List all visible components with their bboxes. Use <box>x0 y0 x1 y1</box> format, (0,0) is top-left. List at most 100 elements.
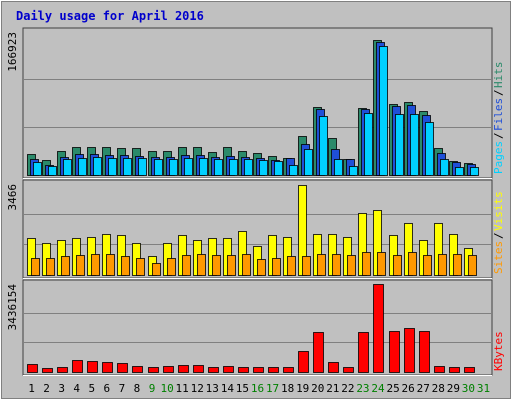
x-tick-label-day-8: 8 <box>134 382 141 395</box>
bar-kbytes-day-12 <box>193 365 204 373</box>
bar-pages-day-29 <box>455 167 464 176</box>
x-tick-label-day-16: 16 <box>251 382 264 395</box>
legend-kbytes: KBytes <box>492 331 505 371</box>
bar-sites-day-22 <box>347 255 356 276</box>
bar-kbytes-day-21 <box>328 362 339 373</box>
legend-visits: Visits <box>492 191 505 231</box>
panel-kbytes: 3436154 KBytes <box>6 279 505 376</box>
x-tick-label-day-24: 24 <box>371 382 385 395</box>
x-tick-label-day-18: 18 <box>281 382 294 395</box>
bar-kbytes-day-7 <box>117 363 128 373</box>
bar-pages-day-16 <box>259 160 268 176</box>
legend-hits: Hits <box>492 62 505 89</box>
bar-kbytes-day-15 <box>238 367 249 373</box>
bar-sites-day-23 <box>362 252 371 276</box>
bar-kbytes-day-4 <box>72 360 83 373</box>
bar-pages-day-7 <box>123 158 132 176</box>
x-tick-label-day-27: 27 <box>417 382 430 395</box>
bar-sites-day-6 <box>106 254 115 276</box>
bar-pages-day-22 <box>349 166 358 176</box>
bar-sites-day-7 <box>121 256 130 276</box>
bar-sites-day-24 <box>377 252 386 276</box>
bar-pages-day-24 <box>379 46 388 176</box>
bar-kbytes-day-28 <box>434 366 445 373</box>
bar-pages-day-15 <box>244 159 253 176</box>
legend-separator: / <box>492 232 505 239</box>
bar-kbytes-day-6 <box>102 362 113 373</box>
bar-kbytes-day-10 <box>163 366 174 373</box>
x-tick-label-day-10: 10 <box>160 382 173 395</box>
bar-sites-day-14 <box>227 255 236 276</box>
bar-pages-day-10 <box>169 159 178 176</box>
legend-separator: / <box>492 89 505 96</box>
x-tick-label-day-17: 17 <box>266 382 279 395</box>
x-tick-label-day-7: 7 <box>119 382 126 395</box>
bar-kbytes-day-20 <box>313 332 324 373</box>
bar-kbytes-day-3 <box>57 367 68 373</box>
bar-kbytes-day-2 <box>42 368 53 373</box>
x-tick-label-day-23: 23 <box>356 382 369 395</box>
x-tick-label-day-30: 30 <box>462 382 475 395</box>
legend-pages: Pages <box>492 141 505 174</box>
bar-pages-day-4 <box>78 158 87 176</box>
legend-separator: / <box>492 132 505 139</box>
bar-pages-day-11 <box>184 158 193 176</box>
y-max-label: 166923 <box>6 32 19 72</box>
bar-pages-day-17 <box>274 161 283 176</box>
legend-files: Files <box>492 98 505 131</box>
bar-sites-day-11 <box>182 255 191 276</box>
bar-sites-day-21 <box>332 254 341 276</box>
bar-pages-day-20 <box>319 116 328 176</box>
bar-pages-day-14 <box>229 159 238 176</box>
bar-pages-day-28 <box>440 159 449 176</box>
bar-sites-day-30 <box>468 255 477 276</box>
bar-sites-day-26 <box>408 252 417 276</box>
y-max-label: 3436154 <box>6 284 19 331</box>
x-tick-label-day-4: 4 <box>73 382 80 395</box>
bar-kbytes-day-11 <box>178 365 189 373</box>
x-tick-label-day-20: 20 <box>311 382 324 395</box>
bar-pages-day-3 <box>63 159 72 176</box>
bar-pages-day-9 <box>154 159 163 176</box>
bar-kbytes-day-9 <box>148 367 159 373</box>
bar-kbytes-day-24 <box>373 284 384 373</box>
bar-sites-day-13 <box>212 255 221 276</box>
bar-pages-day-25 <box>395 114 404 176</box>
x-tick-label-day-19: 19 <box>296 382 309 395</box>
x-tick-label-day-13: 13 <box>206 382 219 395</box>
bar-pages-day-18 <box>289 165 298 176</box>
bar-sites-day-27 <box>423 255 432 276</box>
chart-title: Daily usage for April 2016 <box>16 9 204 23</box>
x-tick-label-day-9: 9 <box>149 382 156 395</box>
bar-sites-day-16 <box>257 259 266 276</box>
x-tick-label-day-25: 25 <box>386 382 399 395</box>
bar-sites-day-29 <box>453 254 462 276</box>
bar-sites-day-1 <box>31 258 40 276</box>
x-tick-label-day-1: 1 <box>28 382 35 395</box>
bar-kbytes-day-30 <box>464 367 475 373</box>
bar-pages-day-27 <box>425 122 434 176</box>
bar-sites-day-8 <box>136 258 145 276</box>
x-tick-label-day-31: 31 <box>477 382 490 395</box>
x-tick-label-day-14: 14 <box>221 382 235 395</box>
legend-sites: Sites <box>492 241 505 274</box>
bar-kbytes-day-27 <box>419 331 430 373</box>
bar-pages-day-21 <box>334 159 343 176</box>
bar-pages-day-13 <box>214 159 223 176</box>
x-tick-label-day-5: 5 <box>88 382 95 395</box>
bar-sites-day-10 <box>167 258 176 276</box>
x-tick-label-day-11: 11 <box>176 382 189 395</box>
x-tick-label-day-3: 3 <box>58 382 65 395</box>
bar-kbytes-day-18 <box>283 367 294 373</box>
bar-pages-day-8 <box>138 158 147 176</box>
bar-kbytes-day-25 <box>389 331 400 373</box>
bar-pages-day-1 <box>33 162 42 176</box>
bar-sites-day-9 <box>152 263 161 276</box>
bar-sites-day-25 <box>393 255 402 276</box>
bar-kbytes-day-8 <box>132 366 143 373</box>
bar-pages-day-12 <box>199 158 208 176</box>
bar-kbytes-day-26 <box>404 328 415 373</box>
